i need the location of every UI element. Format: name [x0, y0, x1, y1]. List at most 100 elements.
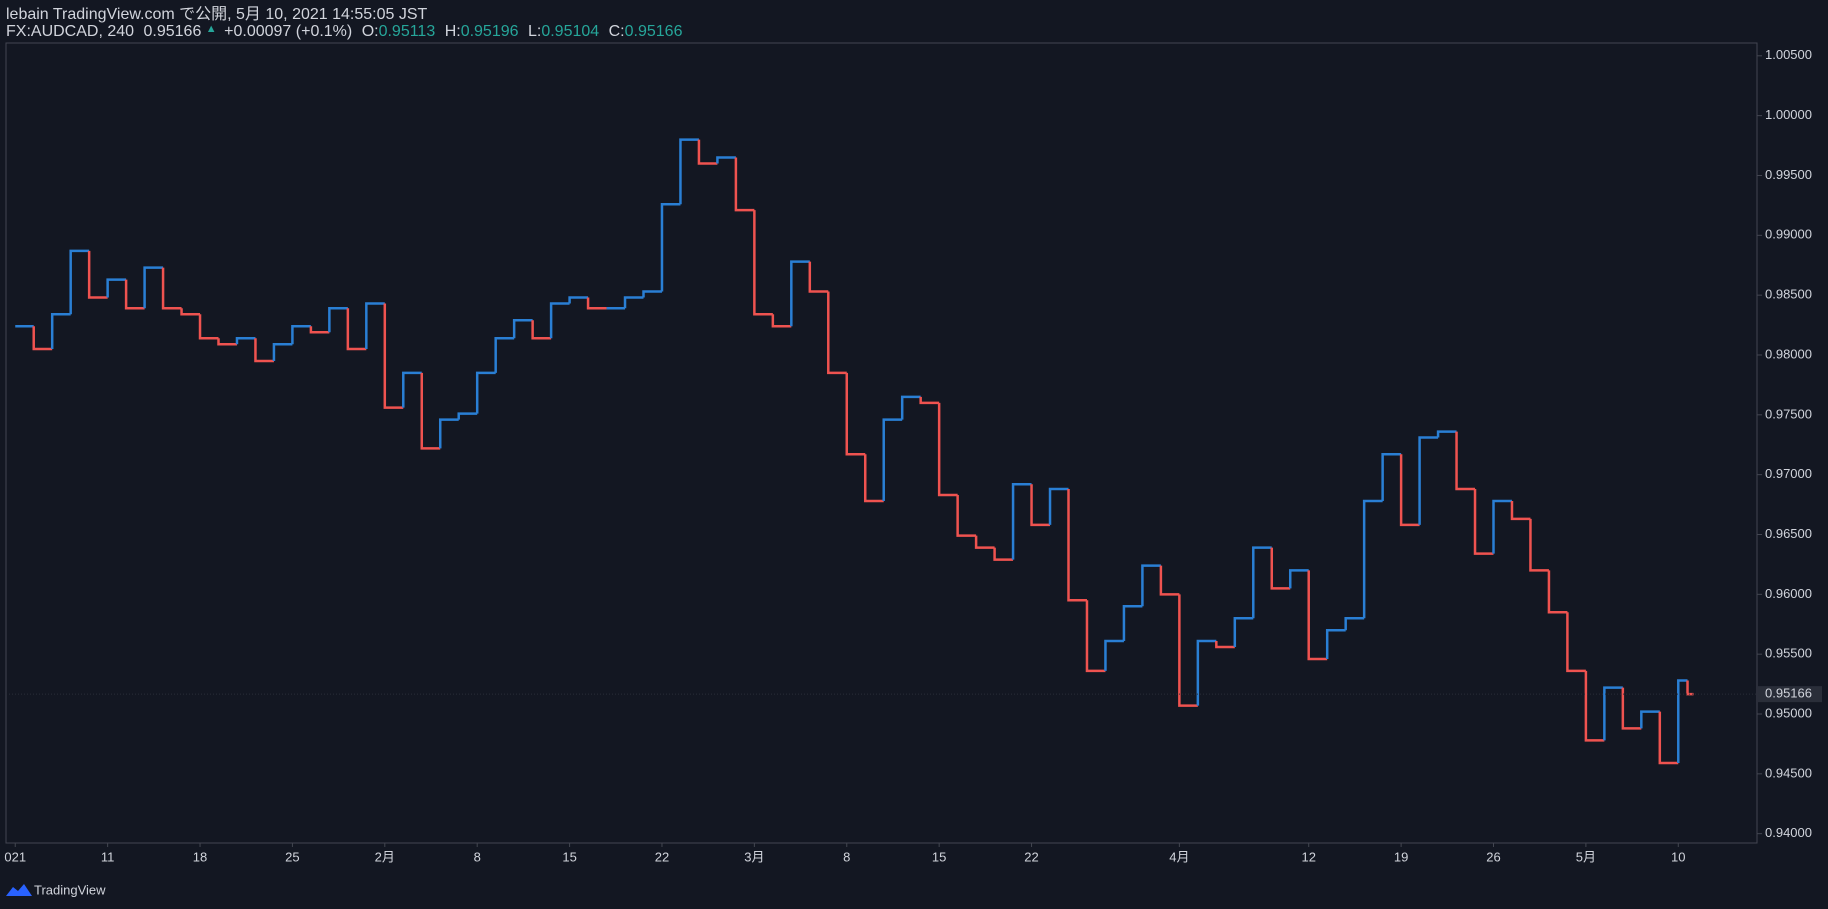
- price-step: [790, 260, 810, 327]
- price-step: [937, 402, 958, 497]
- price-step: [1122, 605, 1143, 641]
- price-step: [1344, 617, 1365, 631]
- price-step: [1603, 686, 1623, 741]
- y-tick-label: 0.98500: [1765, 287, 1812, 302]
- price-step: [475, 371, 496, 414]
- price-step: [1418, 436, 1439, 525]
- logo[interactable]: [6, 884, 32, 896]
- price-step: [863, 454, 884, 503]
- price-step: [1233, 617, 1254, 647]
- last-price-label: 0.95166: [1765, 686, 1812, 701]
- x-tick-label: 4月: [1169, 849, 1189, 864]
- price-step: [623, 296, 644, 309]
- price-step: [494, 336, 515, 373]
- price-step: [1621, 687, 1642, 730]
- price-step: [1252, 546, 1272, 619]
- brand[interactable]: TradingView: [34, 882, 106, 897]
- price-step: [291, 325, 311, 345]
- price-step: [1141, 564, 1161, 607]
- price-step: [124, 279, 145, 310]
- price-step: [1215, 640, 1235, 649]
- price-step: [198, 314, 219, 340]
- x-tick-label: 22: [1024, 849, 1038, 864]
- price-step: [1455, 431, 1476, 491]
- price-step: [1196, 639, 1217, 706]
- price-step: [438, 418, 459, 449]
- price-step: [402, 371, 422, 408]
- price-step: [734, 157, 755, 212]
- price-step: [1547, 570, 1568, 614]
- price-step: [1048, 487, 1069, 525]
- price-step: [1067, 489, 1087, 602]
- price-step: [1686, 680, 1694, 696]
- x-tick-label: 10: [1671, 849, 1685, 864]
- price-step: [309, 326, 330, 334]
- price-step: [87, 250, 108, 299]
- price-step: [1011, 482, 1032, 560]
- x-tick-label: 11: [101, 849, 115, 864]
- price-step: [716, 156, 736, 164]
- price-step: [1584, 670, 1605, 742]
- price-step: [642, 290, 662, 298]
- c-value: 0.95166: [625, 23, 683, 40]
- y-tick-label: 0.96500: [1765, 526, 1812, 541]
- price-step: [365, 302, 385, 349]
- price-step: [50, 313, 71, 349]
- price-step: [882, 418, 903, 501]
- h-label: H:: [445, 23, 461, 40]
- y-tick-label: 0.95500: [1765, 646, 1812, 661]
- price-step: [161, 267, 182, 310]
- price-step: [660, 202, 681, 292]
- legend-line: FX:AUDCAD, 240 0.95166 ▲ +0.00097 (+0.1%…: [6, 20, 683, 40]
- l-label: L:: [528, 23, 541, 40]
- price-step: [420, 372, 441, 450]
- price-step: [69, 249, 90, 315]
- price-step: [1325, 628, 1346, 659]
- y-tick-label: 0.99000: [1765, 227, 1812, 242]
- y-tick-label: 0.94000: [1765, 825, 1812, 840]
- price-step: [254, 338, 274, 363]
- price-step: [1492, 499, 1512, 554]
- price-step: [771, 314, 792, 328]
- y-tick-label: 1.00500: [1765, 47, 1812, 62]
- x-tick-label: 15: [562, 849, 576, 864]
- symbol: FX:AUDCAD, 240: [6, 23, 134, 40]
- price-step: [1085, 600, 1106, 673]
- price-step: [900, 395, 921, 420]
- price-step: [346, 308, 367, 351]
- x-tick-label: 2月: [375, 849, 395, 864]
- x-tick-label: 3月: [744, 849, 764, 864]
- price-step: [679, 138, 699, 205]
- price-step: [1288, 569, 1309, 589]
- price-step: [143, 266, 164, 309]
- price-step: [512, 319, 533, 339]
- price-step: [808, 261, 829, 293]
- price-step: [1381, 453, 1402, 501]
- x-tick-label: 8: [843, 849, 850, 864]
- price-step: [106, 278, 127, 298]
- l-value: 0.95104: [541, 23, 599, 40]
- y-tick-label: 0.96000: [1765, 586, 1812, 601]
- price-step: [1178, 594, 1198, 707]
- price-step: [956, 494, 977, 537]
- price-step: [697, 139, 718, 165]
- y-tick-label: 0.94500: [1765, 765, 1812, 780]
- price-step: [1159, 565, 1180, 596]
- x-tick-label: 19: [1394, 849, 1408, 864]
- x-tick-label: 18: [193, 849, 207, 864]
- price-step: [1436, 430, 1457, 438]
- c-label: C:: [609, 23, 625, 40]
- h-value: 0.95196: [461, 23, 519, 40]
- price-step: [1104, 639, 1124, 671]
- y-tick-label: 0.95000: [1765, 705, 1812, 720]
- price-step: [1658, 711, 1679, 765]
- price-step: [180, 308, 201, 316]
- price-step: [993, 547, 1014, 561]
- price-step: [235, 336, 256, 345]
- last-price-box: [1758, 686, 1822, 703]
- price-step: [1677, 679, 1688, 764]
- price-step: [845, 372, 866, 456]
